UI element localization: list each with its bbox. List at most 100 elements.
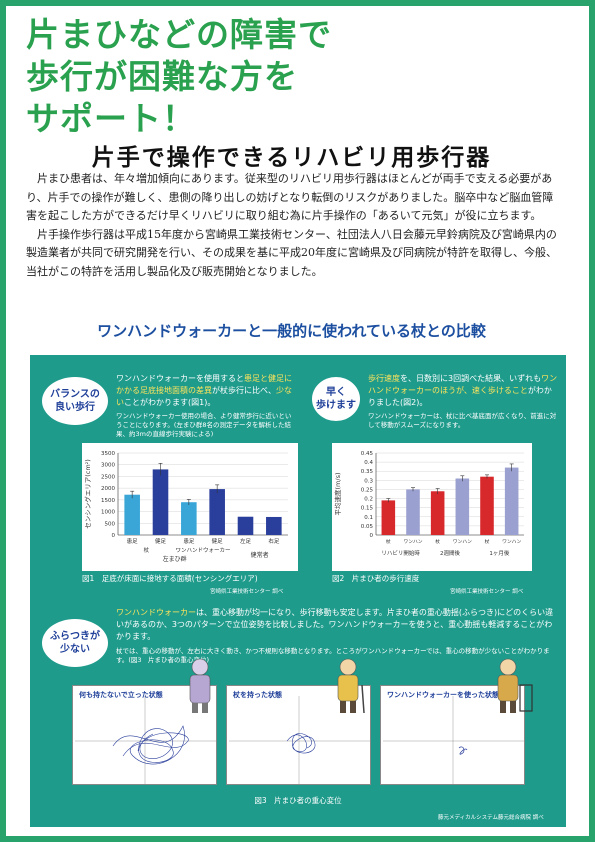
balance-bubble: バランスの 良い歩行: [40, 375, 110, 427]
sway-note: 杖では、重心の移動が、左右に大きく動き、かつ不規則な移動となります。ところがワン…: [116, 647, 550, 664]
sway-bubble-line-1: ふらつきが: [50, 631, 100, 642]
comparison-title: ワンハンドウォーカーと一般的に使われている杖との比較: [97, 322, 486, 340]
speed-note: ワンハンドウォーカーは、杖に比べ基底面が広くなり、前進に対して移動がスムーズにな…: [368, 412, 557, 429]
sway-bubble-line-2: 少ない: [60, 644, 90, 655]
sway-text-b: は、重心移動が均一になり、歩行移動も安定します。片まひ者の重心動揺(ふらつき)に…: [116, 608, 554, 641]
bar: [480, 476, 494, 535]
x-tick-label: ワンハン: [502, 539, 521, 545]
x-tick-label: 杖: [485, 538, 490, 545]
paragraph-1: 片まひ患者は、年々増加傾向にあります。従来型のリハビリ用歩行器はほとんどが両手で…: [26, 172, 554, 222]
x-tick-label: ワンハン: [403, 539, 422, 545]
speed-text-a: 歩行速度: [368, 374, 400, 383]
trace-cane: [229, 696, 370, 784]
intro-text: 片まひ患者は、年々増加傾向にあります。従来型のリハビリ用歩行器はほとんどが両手で…: [26, 170, 558, 281]
y-tick-label: 1000: [101, 510, 115, 516]
y-tick-label: 1500: [101, 498, 115, 504]
group-label: 2週間後: [440, 549, 460, 557]
bar: [266, 516, 282, 535]
balance-bubble-line-1: バランスの: [50, 389, 100, 400]
y-tick-label: 0.25: [361, 487, 374, 493]
bar: [504, 467, 519, 535]
trace-box-no-aid: 何も持たないで立った状態: [72, 685, 217, 785]
bar: [455, 478, 470, 535]
fig3-caption: 図3 片まひ者の重心変位: [254, 796, 342, 805]
fig2-credit: 宮崎県工業技術センター 調べ: [450, 589, 524, 595]
bar: [152, 469, 169, 535]
fig2-caption: 図2 片まひ者の歩行速度: [332, 574, 420, 583]
speed-bubble: 早く 歩けます: [310, 375, 362, 423]
y-tick-label: 0.3: [364, 478, 373, 484]
y-tick-label: 3000: [101, 463, 115, 469]
trace-no-aid: [75, 696, 216, 784]
y-tick-label: 0.45: [361, 451, 374, 457]
trace-walker: [383, 696, 524, 784]
balance-note: ワンハンドウォーカー使用の場合、より健常歩行に近いということになります。(左まひ…: [116, 412, 292, 438]
y-tick-label: 0.1: [364, 515, 373, 521]
x-tick-label: 杖: [435, 538, 440, 545]
group-label: ワンハンドウォーカー: [175, 546, 230, 554]
fig1-caption: 図1 足底が床面に接地する面積(センシングエリア): [82, 574, 258, 583]
elderly-man-walker-illustration: [497, 658, 533, 713]
balance-text-a: ワンハンドウォーカーを使用すると: [116, 374, 244, 383]
sway-bubble: ふらつきが 少ない: [40, 617, 110, 669]
balance-text: ワンハンドウォーカーを使用すると患足と健足にかかる足底接地面積の差異が杖歩行に比…: [116, 373, 296, 439]
fig3-credit: 藤元メディカルシステム藤元総合病院 調べ: [438, 815, 544, 821]
y-tick-label: 0.4: [364, 460, 373, 466]
headline-line-2: 歩行が困難な方を: [26, 57, 298, 96]
y-tick-label: 0.2: [364, 497, 373, 503]
y-tick-label: 500: [105, 521, 116, 527]
elderly-woman-illustration: [189, 658, 211, 713]
x-tick-label: ワンハン: [453, 539, 472, 545]
y-tick-label: 0: [112, 533, 116, 539]
paragraph-2: 片手操作歩行器は平成15年度から宮崎県工業技術センター、社団法人八日会藤元早鈴病…: [26, 227, 557, 278]
y-axis-label: 平均速度(m/s): [333, 473, 342, 516]
speed-text-c: ワンハンドウォーカーのほうが、速く歩けること: [368, 374, 558, 395]
fig1-card: センシングエリア(cm²) 0 500 1000 1500 2000 2500 3000 350…: [82, 443, 298, 571]
x-tick-label: 杖: [386, 538, 391, 545]
group-label: リハビリ開始時: [381, 549, 420, 557]
balance-text-d: 少ない: [116, 386, 292, 407]
fig1-chart: センシングエリア(cm²) 0 500 1000 1500 2000 2500 3000 350…: [83, 451, 288, 563]
group-label: 左まひ群: [163, 555, 187, 563]
bar: [381, 500, 396, 535]
page-subtitle: 片手で操作できるリハビリ用歩行器: [91, 145, 492, 171]
group-label: 1ヶ月後: [489, 549, 509, 557]
x-tick-label: 左足: [240, 537, 252, 545]
speed-bubble-line-1: 早く: [326, 387, 346, 398]
x-tick-label: 健足: [155, 537, 167, 545]
x-tick-label: 右足: [268, 537, 280, 545]
bar: [181, 502, 197, 535]
bar: [237, 516, 254, 535]
y-tick-label: 2000: [101, 486, 115, 492]
y-axis-label: センシングエリア(cm²): [83, 459, 92, 529]
group-label: 杖: [144, 546, 150, 554]
fig1-credit: 宮崎県工業技術センター 調べ: [210, 589, 284, 595]
speed-text-d: がわかりました(図2)。: [368, 386, 552, 407]
sway-text: ワンハンドウォーカーは、重心移動が均一になり、歩行移動も安定します。片まひ者の重…: [116, 607, 556, 665]
y-tick-label: 0: [370, 533, 374, 539]
fig2-card: 平均速度(m/s) 0 0.05 0.1 0.15 0.2 0.25 0.3 0.35 0.4 0.…: [332, 443, 532, 571]
trace-label-no-aid: 何も持たないで立った状態: [79, 691, 163, 699]
speed-bubble-line-2: 歩けます: [316, 400, 356, 411]
y-tick-label: 0.35: [361, 469, 374, 475]
comparison-panel: バランスの 良い歩行 ワンハンドウォーカーを使用すると患足と健足にかかる足底接地…: [30, 355, 566, 827]
group-label: 健常者: [251, 551, 269, 559]
y-tick-label: 3500: [101, 451, 115, 457]
bar: [430, 491, 445, 535]
sway-text-a: ワンハンドウォーカー: [116, 608, 196, 617]
bar: [209, 489, 225, 535]
y-tick-label: 2500: [101, 474, 115, 480]
headline-line-3: サポート！: [26, 99, 196, 138]
trace-label-walker: ワンハンドウォーカーを使った状態: [387, 691, 499, 699]
balance-text-e: ことがわかります(図1)。: [124, 398, 216, 407]
headline: 片まひなどの障害で 歩行が困難な方を サポート！: [26, 14, 446, 140]
balance-text-c: が杖歩行に比べ、: [212, 386, 276, 395]
trace-label-cane: 杖を持った状態: [233, 691, 282, 699]
y-tick-label: 0.15: [361, 506, 374, 512]
x-tick-label: 健足: [212, 537, 224, 545]
balance-text-b: 患足と健足にかかる足底接地面積の差異: [116, 374, 292, 395]
bar: [124, 494, 140, 535]
x-tick-label: 患足: [127, 537, 139, 545]
x-tick-label: 患足: [183, 537, 195, 545]
bar: [406, 489, 420, 535]
